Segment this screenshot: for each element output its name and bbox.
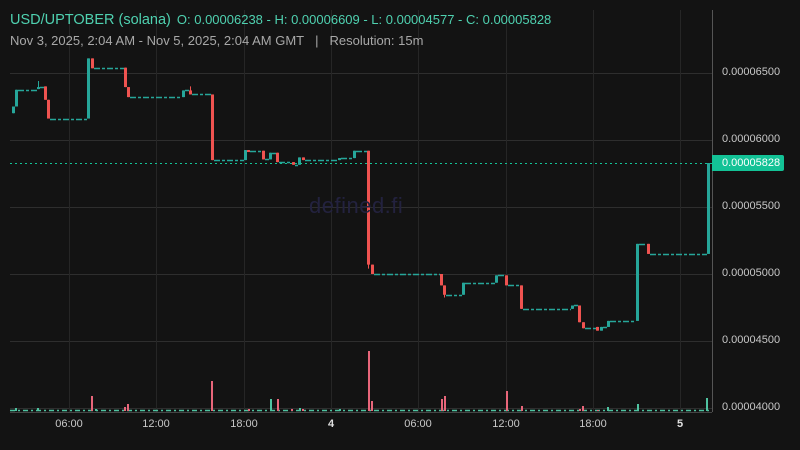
last-price-badge: 0.00005828 [712,155,785,171]
x-tick-label: 06:00 [55,418,83,430]
ohlc-values: O: 0.00006238 - H: 0.00006609 - L: 0.000… [176,12,552,27]
y-tick-label: 0.00005500 [722,200,781,212]
y-tick-label: 0.00006500 [722,66,781,78]
x-tick-label-day: 4 [327,418,335,430]
y-tick-label: 0.00004000 [722,401,781,413]
date-range: Nov 3, 2025, 2:04 AM - Nov 5, 2025, 2:04… [10,33,305,48]
y-tick-label: 0.00006000 [722,133,781,145]
x-tick-label: 12:00 [492,418,520,430]
x-tick-label: 18:00 [230,418,258,430]
x-tick-label: 12:00 [142,418,170,430]
chart-subtitle: Nov 3, 2025, 2:04 AM - Nov 5, 2025, 2:04… [10,33,423,48]
volume-bars [10,351,712,412]
resolution-label: Resolution: 15m [329,33,424,48]
y-tick-label: 0.00004500 [722,334,781,346]
chart-legend: USD/UPTOBER (solana) O: 0.00006238 - H: 0… [10,11,551,28]
x-tick-label: 06:00 [404,418,432,430]
separator: | [315,33,319,48]
x-tick-label-day: 5 [676,418,684,430]
symbol-title: USD/UPTOBER (solana) [10,12,171,28]
price-step-line [18,67,707,330]
y-tick-label: 0.00005000 [722,267,781,279]
candles [12,58,710,331]
x-tick-label: 18:00 [579,418,607,430]
watermark: defined.fi [309,193,404,218]
